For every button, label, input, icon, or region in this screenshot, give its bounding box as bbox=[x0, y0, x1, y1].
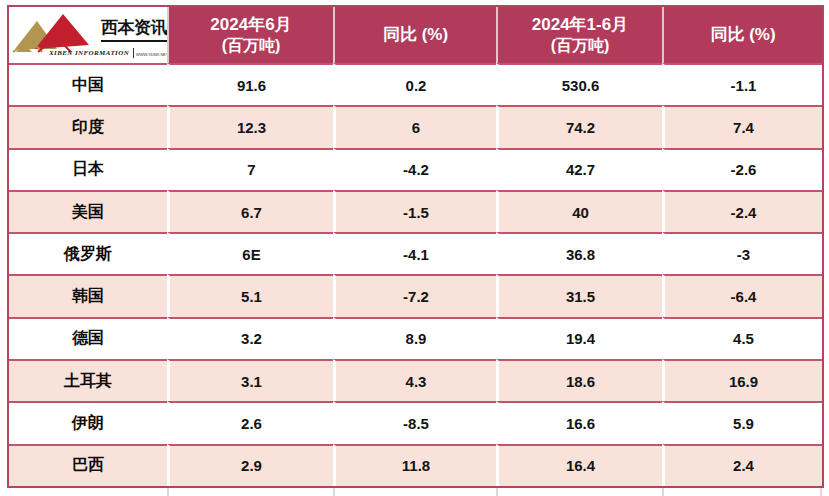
cell-h1-volume: 40 bbox=[496, 190, 662, 232]
cell-country: 美国 bbox=[9, 190, 167, 232]
header-cell-june-volume: 2024年6月 (百万吨) bbox=[167, 7, 333, 63]
cell-h1-volume: 74.2 bbox=[496, 105, 662, 147]
cell-june-yoy: 4.3 bbox=[333, 359, 496, 401]
cell-h1-yoy: 16.9 bbox=[662, 359, 822, 401]
cell-country: 中国 bbox=[9, 63, 167, 105]
cell-country: 俄罗斯 bbox=[9, 232, 167, 274]
cell-june-yoy: -4.1 bbox=[333, 232, 496, 274]
cell-june-yoy: -7.2 bbox=[333, 274, 496, 316]
header-june-yoy-label: 同比 (%) bbox=[383, 24, 448, 46]
cell-h1-volume: 19.4 bbox=[496, 317, 662, 359]
header-h1-yoy-label: 同比 (%) bbox=[710, 24, 775, 46]
cell-june-volume: 3.1 bbox=[167, 359, 333, 401]
gridline-segment bbox=[167, 488, 333, 496]
logo-english-name: XIBEN INFORMATION bbox=[49, 49, 129, 57]
cell-h1-volume: 16.4 bbox=[496, 444, 662, 486]
cell-country: 巴西 bbox=[9, 444, 167, 486]
header-june-line1: 2024年6月 bbox=[210, 14, 291, 36]
steel-output-table-page: 西本资讯 XIBEN INFORMATION WWW.96369.NET 202… bbox=[0, 0, 829, 496]
cell-country: 韩国 bbox=[9, 274, 167, 316]
cell-country: 德国 bbox=[9, 317, 167, 359]
gridline-segment bbox=[496, 488, 662, 496]
cell-h1-yoy: -3 bbox=[662, 232, 822, 274]
cell-june-yoy: -4.2 bbox=[333, 148, 496, 190]
logo-divider-bar bbox=[133, 48, 134, 58]
logo-website-text: WWW.96369.NET bbox=[136, 52, 167, 57]
cell-june-yoy: -1.5 bbox=[333, 190, 496, 232]
header-cell-june-yoy: 同比 (%) bbox=[333, 7, 496, 63]
cell-june-volume: 5.1 bbox=[167, 274, 333, 316]
cell-h1-yoy: 4.5 bbox=[662, 317, 822, 359]
cell-june-yoy: 11.8 bbox=[333, 444, 496, 486]
cell-june-yoy: 0.2 bbox=[333, 63, 496, 105]
cell-h1-yoy: -2.4 bbox=[662, 190, 822, 232]
cell-june-volume: 3.2 bbox=[167, 317, 333, 359]
cell-h1-volume: 18.6 bbox=[496, 359, 662, 401]
header-h1-line2: (百万吨) bbox=[551, 36, 610, 57]
cell-h1-yoy: 7.4 bbox=[662, 105, 822, 147]
header-cell-h1-volume: 2024年1-6月 (百万吨) bbox=[496, 7, 662, 63]
cell-country: 土耳其 bbox=[9, 359, 167, 401]
gridline-segment bbox=[333, 488, 496, 496]
gridline-segment bbox=[662, 488, 822, 496]
cell-h1-volume: 36.8 bbox=[496, 232, 662, 274]
cell-h1-yoy: 5.9 bbox=[662, 401, 822, 443]
bottom-gridline-strip bbox=[9, 488, 822, 496]
header-june-line2: (百万吨) bbox=[222, 36, 281, 57]
gridline-segment bbox=[9, 488, 167, 496]
cell-country: 日本 bbox=[9, 148, 167, 190]
cell-june-volume: 12.3 bbox=[167, 105, 333, 147]
cell-h1-volume: 42.7 bbox=[496, 148, 662, 190]
cell-h1-volume: 530.6 bbox=[496, 63, 662, 105]
crude-steel-production-table: 西本资讯 XIBEN INFORMATION WWW.96369.NET 202… bbox=[7, 5, 824, 488]
cell-country: 伊朗 bbox=[9, 401, 167, 443]
cell-june-volume: 2.6 bbox=[167, 401, 333, 443]
cell-country: 印度 bbox=[9, 105, 167, 147]
cell-june-yoy: -8.5 bbox=[333, 401, 496, 443]
cell-june-volume: 2.9 bbox=[167, 444, 333, 486]
cell-june-volume: 91.6 bbox=[167, 63, 333, 105]
cell-june-yoy: 6 bbox=[333, 105, 496, 147]
cell-june-volume: 6E bbox=[167, 232, 333, 274]
cell-h1-volume: 31.5 bbox=[496, 274, 662, 316]
cell-h1-yoy: -1.1 bbox=[662, 63, 822, 105]
cell-june-volume: 7 bbox=[167, 148, 333, 190]
cell-june-volume: 6.7 bbox=[167, 190, 333, 232]
cell-june-yoy: 8.9 bbox=[333, 317, 496, 359]
logo-chinese-name: 西本资讯 bbox=[101, 16, 167, 42]
cell-h1-yoy: -2.6 bbox=[662, 148, 822, 190]
header-cell-logo: 西本资讯 XIBEN INFORMATION WWW.96369.NET bbox=[9, 7, 167, 63]
cell-h1-yoy: -6.4 bbox=[662, 274, 822, 316]
header-h1-line1: 2024年1-6月 bbox=[532, 14, 628, 36]
header-cell-h1-yoy: 同比 (%) bbox=[662, 7, 822, 63]
cell-h1-volume: 16.6 bbox=[496, 401, 662, 443]
cell-h1-yoy: 2.4 bbox=[662, 444, 822, 486]
